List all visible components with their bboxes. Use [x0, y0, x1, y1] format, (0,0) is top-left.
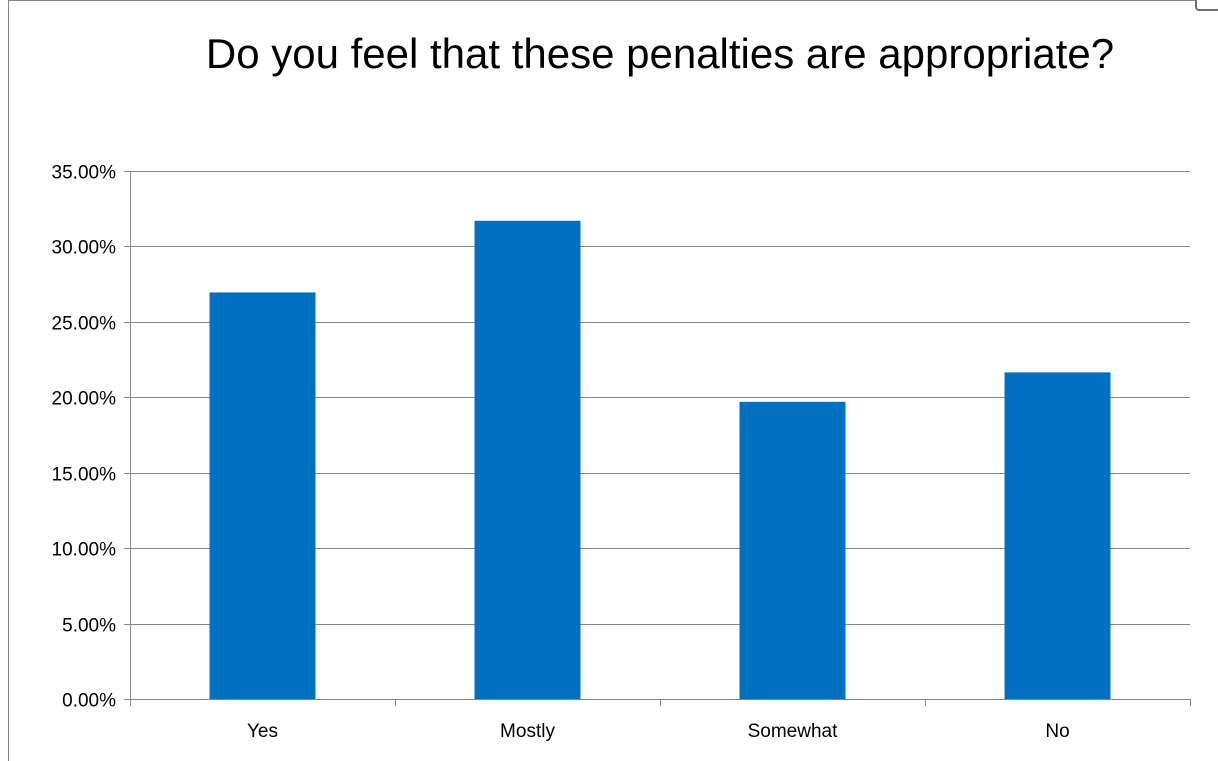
- x-tick-label: Somewhat: [748, 721, 838, 742]
- bar-mostly: [474, 220, 581, 700]
- y-tick-label: 10.00%: [52, 540, 117, 561]
- y-tick-label: 20.00%: [52, 389, 117, 410]
- x-tick-label: Yes: [247, 721, 278, 742]
- y-tick-label: 15.00%: [52, 465, 117, 486]
- y-tick-label: 30.00%: [52, 238, 117, 259]
- y-tick-label: 35.00%: [52, 163, 117, 184]
- chart-frame: [8, 0, 1218, 761]
- y-tick-label: 25.00%: [52, 314, 117, 335]
- y-tick-label: 0.00%: [62, 691, 116, 712]
- bar-yes: [209, 292, 316, 699]
- x-tick-label: No: [1045, 721, 1069, 742]
- chart-resize-handle[interactable]: [1195, 0, 1218, 11]
- bar-no: [1004, 372, 1111, 699]
- x-tick-label: Mostly: [500, 721, 555, 742]
- chart-title: Do you feel that these penalties are app…: [205, 30, 1115, 77]
- bar-somewhat: [739, 401, 846, 699]
- y-tick-label: 5.00%: [62, 616, 116, 637]
